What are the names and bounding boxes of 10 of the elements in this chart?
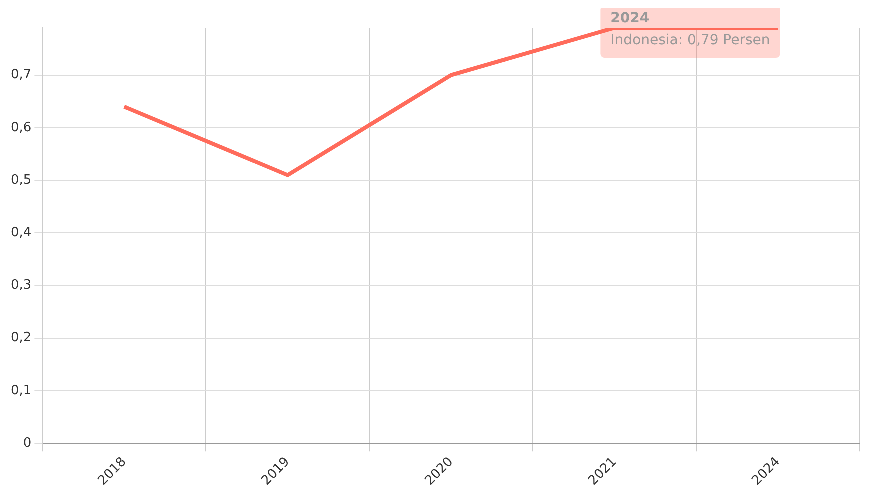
- y-tick-label: 0,1: [10, 383, 32, 398]
- y-tick-label: 0,7: [10, 68, 32, 83]
- y-tick-label: 0,2: [10, 330, 32, 346]
- y-tick-label: 0,5: [10, 172, 32, 188]
- y-tick-label: 0,3: [10, 278, 32, 294]
- y-tick-label: 0: [23, 436, 32, 451]
- y-tick-label: 0,4: [10, 226, 32, 241]
- y-tick-label: 0,6: [10, 120, 32, 136]
- category-label: 2024: [610, 10, 650, 27]
- annotation: Indonesia: 0,79 Persen: [610, 32, 770, 49]
